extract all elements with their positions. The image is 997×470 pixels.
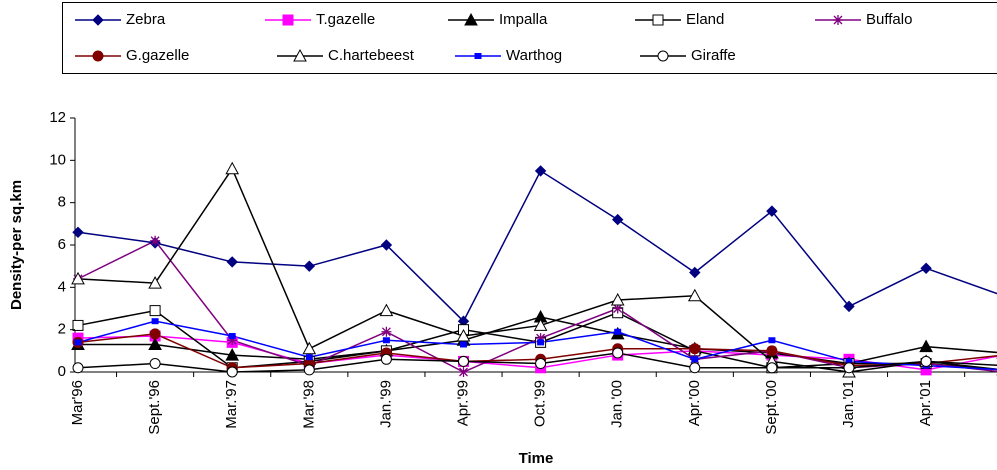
data-point — [228, 333, 236, 340]
data-point — [537, 339, 545, 346]
data-point — [610, 292, 625, 306]
data-point — [305, 354, 313, 361]
x-tick-label: Jan.'01 — [840, 380, 857, 428]
x-tick-label: Sept.'96 — [146, 380, 163, 435]
x-tick-label: Jan.'00 — [609, 380, 626, 428]
legend-symbol — [833, 15, 843, 25]
data-point — [303, 260, 316, 272]
data-point — [71, 271, 85, 285]
x-axis-label: Time — [519, 450, 554, 467]
legend-box — [62, 2, 997, 74]
data-point — [612, 347, 624, 359]
legend-label: Impalla — [499, 11, 548, 28]
y-tick-label: 12 — [49, 109, 66, 126]
data-point — [303, 364, 315, 376]
data-point — [456, 328, 471, 342]
legend-symbol — [464, 12, 478, 26]
data-point — [380, 239, 393, 251]
data-point — [687, 288, 702, 302]
data-point — [151, 318, 159, 325]
y-tick-label: 8 — [58, 194, 66, 211]
data-point — [843, 362, 855, 374]
data-point — [382, 337, 390, 344]
data-point — [458, 355, 469, 367]
legend-label: Warthog — [506, 47, 562, 64]
data-point — [74, 339, 82, 346]
x-tick-label: Mar'96 — [69, 380, 86, 425]
data-point — [612, 303, 623, 314]
legend-symbol — [657, 50, 669, 62]
data-point — [379, 303, 394, 317]
y-tick-label: 6 — [58, 236, 66, 253]
data-point — [614, 328, 622, 335]
data-point — [766, 345, 778, 357]
data-point — [691, 356, 699, 363]
data-point — [843, 300, 855, 313]
y-tick-label: 4 — [58, 278, 66, 295]
data-point — [148, 337, 162, 350]
legend-label: Buffalo — [866, 11, 912, 28]
y-tick-label: 10 — [49, 151, 66, 168]
data-point — [533, 318, 548, 331]
y-tick-label: 0 — [58, 363, 66, 380]
x-tick-label: Jan.'99 — [377, 380, 394, 428]
data-point — [611, 213, 624, 226]
data-point — [460, 341, 467, 348]
data-point — [458, 367, 469, 377]
data-point — [302, 341, 317, 355]
data-point — [689, 343, 701, 355]
legend-label: Giraffe — [691, 47, 736, 64]
data-point — [920, 262, 932, 274]
legend-symbol — [92, 14, 104, 26]
data-point — [149, 328, 161, 340]
data-point — [149, 358, 161, 370]
data-point — [534, 165, 547, 177]
y-axis-label: Density-per sq.km — [8, 180, 25, 310]
data-point — [227, 335, 238, 346]
x-tick-label: Mar.'98 — [300, 380, 317, 429]
data-point — [689, 266, 701, 279]
legend-label: Eland — [686, 11, 724, 28]
data-point — [72, 362, 84, 374]
data-point — [766, 362, 778, 374]
legend: Zebra T.gazelle Impalla Eland Buffalo G.gazel… — [75, 11, 912, 64]
legend-label: T.gazelle — [316, 11, 375, 28]
data-point — [535, 333, 546, 344]
legend-symbol — [293, 48, 307, 62]
y-tick-label: 2 — [58, 321, 66, 338]
data-point — [226, 256, 238, 268]
data-point — [149, 305, 161, 317]
data-point — [380, 353, 392, 365]
data-point — [72, 226, 84, 239]
data-point — [766, 205, 778, 217]
data-point — [225, 348, 240, 361]
data-point — [225, 161, 240, 175]
data-point — [689, 362, 701, 374]
legend-symbol — [652, 14, 664, 26]
data-point — [920, 355, 932, 367]
x-tick-label: Apr.'99 — [454, 380, 471, 426]
x-tick-label: Sept.'00 — [763, 380, 780, 435]
x-tick-label: Oct.'99 — [532, 380, 549, 427]
data-point — [768, 337, 776, 344]
x-tick-label: Apr.'00 — [686, 380, 703, 426]
plot-area — [71, 161, 997, 378]
data-point — [226, 366, 238, 378]
data-point — [72, 319, 84, 331]
data-point — [150, 235, 161, 246]
data-point — [919, 339, 933, 353]
legend-label: C.hartebeest — [328, 47, 415, 64]
x-tick-label: Mar.'97 — [223, 380, 240, 429]
data-point — [148, 276, 162, 289]
legend-label: G.gazelle — [126, 47, 189, 64]
x-tick-label: Apr.'01 — [917, 380, 934, 426]
legend-symbol — [474, 53, 482, 59]
legend-symbol — [92, 50, 104, 62]
legend-symbol — [282, 14, 294, 26]
data-point — [381, 326, 392, 337]
data-point — [535, 358, 547, 370]
legend-label: Zebra — [126, 11, 166, 28]
